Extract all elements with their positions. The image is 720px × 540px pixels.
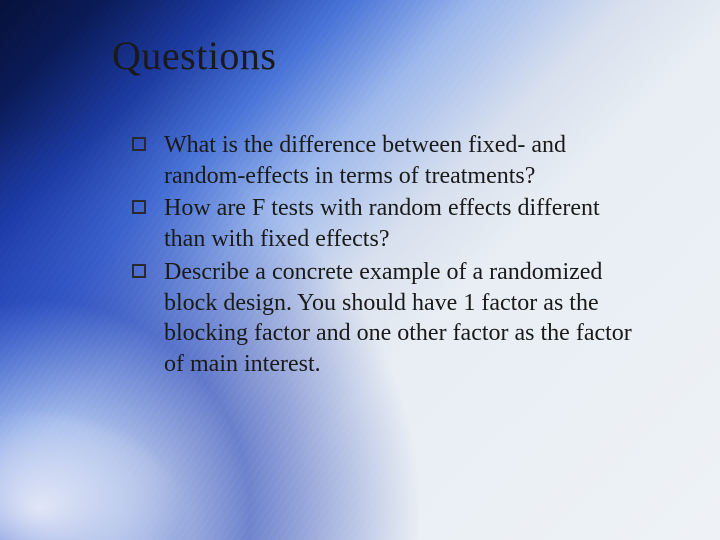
slide-title: Questions: [112, 32, 277, 79]
list-item-text: Describe a concrete example of a randomi…: [164, 257, 632, 380]
list-item: Describe a concrete example of a randomi…: [132, 257, 632, 380]
square-bullet-icon: [132, 264, 146, 278]
slide: Questions What is the difference between…: [0, 0, 720, 540]
list-item-text: How are F tests with random effects diff…: [164, 193, 632, 254]
slide-body: What is the difference between fixed- an…: [132, 130, 632, 382]
list-item: How are F tests with random effects diff…: [132, 193, 632, 254]
list-item: What is the difference between fixed- an…: [132, 130, 632, 191]
square-bullet-icon: [132, 137, 146, 151]
square-bullet-icon: [132, 200, 146, 214]
list-item-text: What is the difference between fixed- an…: [164, 130, 632, 191]
